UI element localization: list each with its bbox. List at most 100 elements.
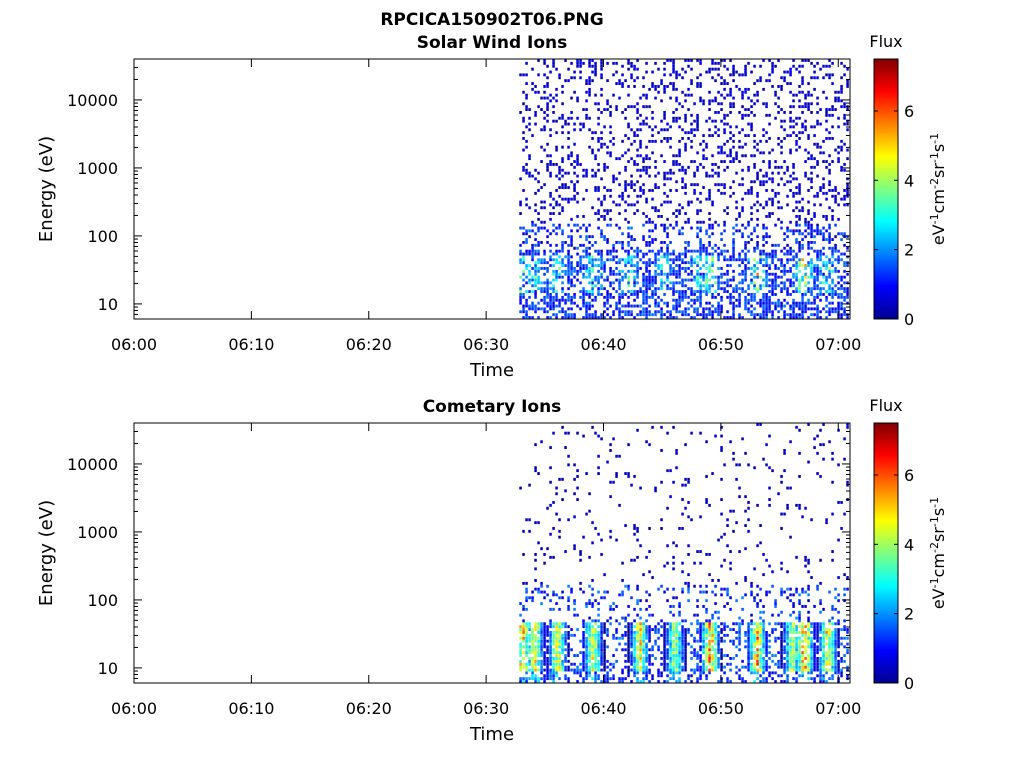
flux-cell — [537, 217, 540, 221]
flux-cell — [762, 642, 765, 646]
flux-cell — [846, 189, 849, 192]
flux-cell — [720, 662, 723, 666]
flux-cell — [789, 293, 792, 296]
flux-cell — [555, 145, 558, 149]
flux-cell — [531, 642, 534, 646]
flux-cell — [834, 99, 837, 103]
flux-cell — [720, 82, 723, 85]
flux-cell — [645, 267, 648, 270]
flux-cell — [663, 116, 666, 120]
flux-cell — [525, 298, 528, 302]
flux-cell — [723, 229, 726, 233]
flux-cell — [522, 645, 525, 649]
flux-cell — [663, 171, 666, 175]
flux-cell — [543, 272, 546, 276]
flux-cell — [771, 671, 774, 675]
flux-cell — [780, 475, 783, 478]
flux-cell — [765, 105, 768, 109]
flux-cell — [534, 275, 537, 279]
flux-cell — [756, 275, 759, 279]
flux-cell — [540, 633, 543, 637]
flux-cell — [576, 246, 579, 250]
flux-cell — [672, 290, 675, 293]
flux-cell — [678, 671, 681, 675]
flux-cell — [786, 82, 789, 85]
flux-cell — [699, 246, 702, 250]
flux-cell — [759, 524, 762, 527]
flux-cell — [603, 264, 606, 267]
flux-cell — [672, 613, 675, 617]
flux-cell — [585, 677, 588, 681]
flux-cell — [774, 90, 777, 94]
flux-cell — [699, 648, 702, 652]
flux-cell — [528, 264, 531, 267]
flux-cell — [630, 680, 633, 683]
flux-cell — [717, 579, 720, 582]
flux-cell — [741, 249, 744, 253]
flux-cell — [792, 665, 795, 669]
flux-cell — [765, 293, 768, 296]
flux-cell — [840, 252, 843, 256]
flux-cell — [651, 220, 654, 224]
flux-cell — [711, 200, 714, 204]
flux-cell — [804, 220, 807, 224]
flux-cell — [630, 636, 633, 640]
flux-cell — [648, 631, 651, 634]
flux-cell — [744, 645, 747, 649]
flux-cell — [771, 631, 774, 634]
flux-cell — [633, 160, 636, 163]
flux-cell — [591, 677, 594, 681]
flux-cell — [726, 662, 729, 666]
flux-cell — [555, 602, 558, 605]
flux-cell — [615, 177, 618, 181]
flux-cell — [672, 631, 675, 634]
flux-cell — [702, 605, 705, 608]
flux-cell — [588, 261, 591, 265]
flux-cell — [603, 665, 606, 669]
flux-cell — [720, 477, 723, 481]
flux-cell — [708, 639, 711, 643]
flux-cell — [657, 304, 660, 308]
flux-cell — [705, 267, 708, 270]
flux-cell — [708, 553, 711, 556]
flux-cell — [726, 154, 729, 158]
flux-cell — [825, 111, 828, 114]
flux-cell — [585, 301, 588, 305]
flux-cell — [792, 659, 795, 663]
flux-cell — [627, 93, 630, 97]
flux-cell — [765, 281, 768, 285]
flux-cell — [534, 636, 537, 640]
flux-cell — [606, 590, 609, 594]
flux-cell — [738, 648, 741, 652]
flux-cell — [657, 264, 660, 267]
flux-cell — [699, 622, 702, 626]
flux-cell — [789, 313, 792, 317]
flux-cell — [552, 252, 555, 256]
flux-cell — [711, 622, 714, 626]
flux-cell — [801, 232, 804, 236]
flux-cell — [729, 194, 732, 198]
flux-cell — [729, 131, 732, 135]
flux-cell — [777, 59, 780, 62]
flux-cell — [543, 553, 546, 556]
flux-cell — [690, 518, 693, 522]
flux-cell — [606, 298, 609, 302]
flux-cell — [783, 512, 786, 516]
flux-cell — [534, 662, 537, 666]
flux-cell — [813, 76, 816, 80]
flux-cell — [561, 636, 564, 640]
flux-cell — [627, 587, 630, 591]
flux-cell — [792, 677, 795, 681]
flux-cell — [546, 284, 549, 288]
flux-cell — [834, 284, 837, 288]
flux-cell — [660, 79, 663, 83]
flux-cell — [828, 206, 831, 210]
flux-cell — [753, 264, 756, 267]
flux-cell — [705, 648, 708, 652]
flux-cell — [561, 310, 564, 314]
flux-cell — [531, 252, 534, 256]
flux-cell — [552, 674, 555, 678]
flux-cell — [573, 186, 576, 189]
flux-cell — [531, 229, 534, 233]
flux-cell — [558, 261, 561, 265]
